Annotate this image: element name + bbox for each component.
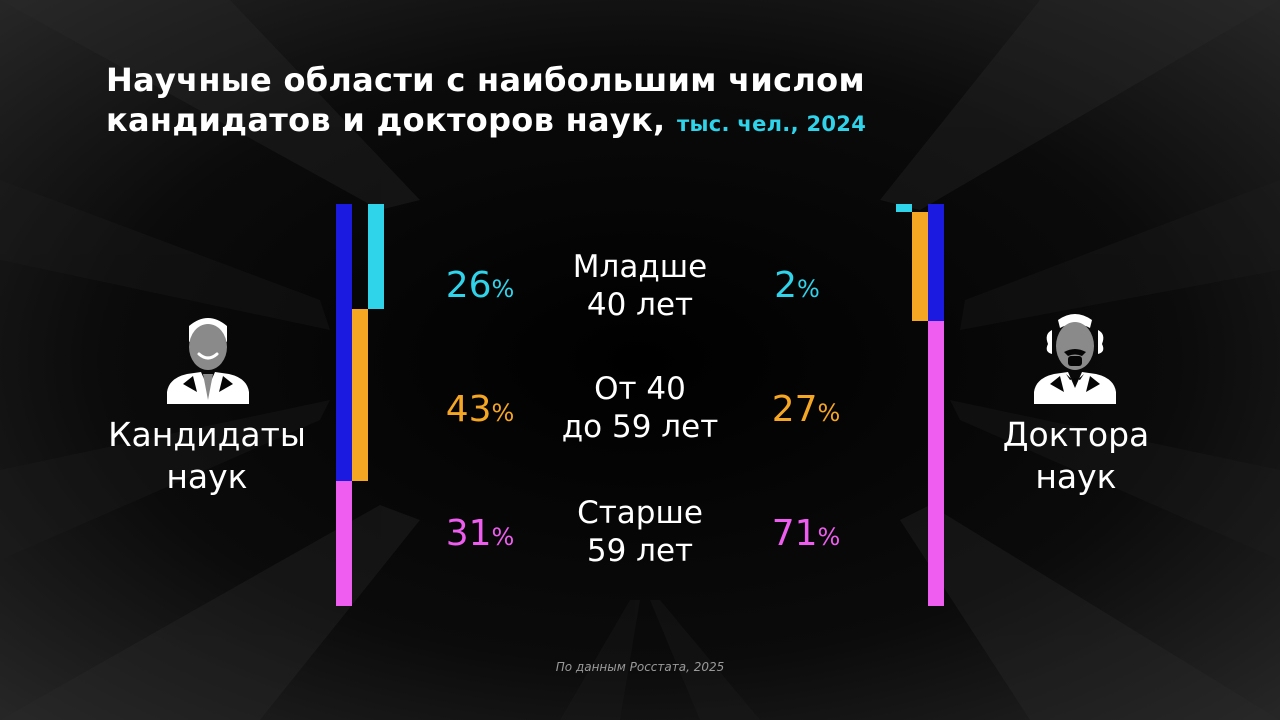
band-label-40-59-line2: до 59 лет (561, 409, 719, 445)
band-label-under40: Младше 40 лет (540, 248, 740, 324)
band-label-40-59: От 40 до 59 лет (540, 370, 740, 446)
left-pct-over59: 31% (420, 514, 540, 557)
left-pct-40-59-value: 43 (445, 389, 492, 430)
percent-sign: % (491, 275, 515, 303)
right-pct-over59: 71% (746, 514, 866, 557)
candidate-person-icon (167, 318, 249, 404)
right-pct-over59-value: 71 (771, 513, 818, 554)
right-pct-40-59-value: 27 (771, 389, 818, 430)
right-pct-under40-value: 2 (774, 265, 798, 306)
right-pct-under40: 2% (737, 266, 857, 309)
band-label-under40-line2: 40 лет (586, 287, 694, 323)
title-line-2-text: кандидатов и докторов наук, (106, 101, 666, 139)
percent-sign: % (491, 523, 515, 551)
bar-left-40-59-main (336, 308, 352, 482)
bar-left-under40-main (336, 204, 352, 309)
title-unit: тыс. чел., 2024 (676, 112, 867, 136)
doctor-professor-icon (1034, 314, 1116, 404)
left-pct-under40-value: 26 (445, 265, 492, 306)
band-label-over59: Старше 59 лет (540, 494, 740, 570)
right-group-label-line2: наук (1035, 457, 1117, 496)
left-group-label: Кандидаты наук (87, 414, 327, 498)
bar-left-under40 (368, 204, 384, 309)
right-group-label: Доктора наук (956, 414, 1196, 498)
left-group-label-line1: Кандидаты (108, 415, 306, 454)
left-pct-over59-value: 31 (445, 513, 492, 554)
band-label-over59-line2: 59 лет (586, 533, 694, 569)
band-label-over59-line1: Старше (577, 495, 703, 531)
title-line-1: Научные области с наибольшим числом (106, 61, 865, 99)
right-group-label-line1: Доктора (1002, 415, 1150, 454)
bar-right-under40 (896, 204, 912, 213)
source-note: По данным Росстата, 2025 (555, 660, 725, 674)
bar-left-40-59 (352, 308, 368, 482)
title-line-2: кандидатов и докторов наук, тыс. чел., 2… (106, 100, 1006, 144)
percent-sign: % (817, 399, 841, 427)
percent-sign: % (491, 399, 515, 427)
bar-right-under40-main (928, 204, 944, 213)
bar-left-over59 (336, 481, 352, 606)
bar-right-40-59 (912, 212, 928, 321)
chart-title: Научные области с наибольшим числом канд… (106, 60, 1006, 144)
band-label-under40-line1: Младше (572, 249, 708, 285)
left-group-label-line2: наук (166, 457, 248, 496)
percent-sign: % (797, 275, 820, 303)
band-label-40-59-line1: От 40 (594, 371, 686, 407)
bar-right-40-59-main (928, 212, 944, 321)
left-pct-40-59: 43% (420, 390, 540, 433)
percent-sign: % (817, 523, 841, 551)
left-pct-under40: 26% (420, 266, 540, 309)
bar-right-over59 (928, 320, 944, 606)
right-pct-40-59: 27% (746, 390, 866, 433)
